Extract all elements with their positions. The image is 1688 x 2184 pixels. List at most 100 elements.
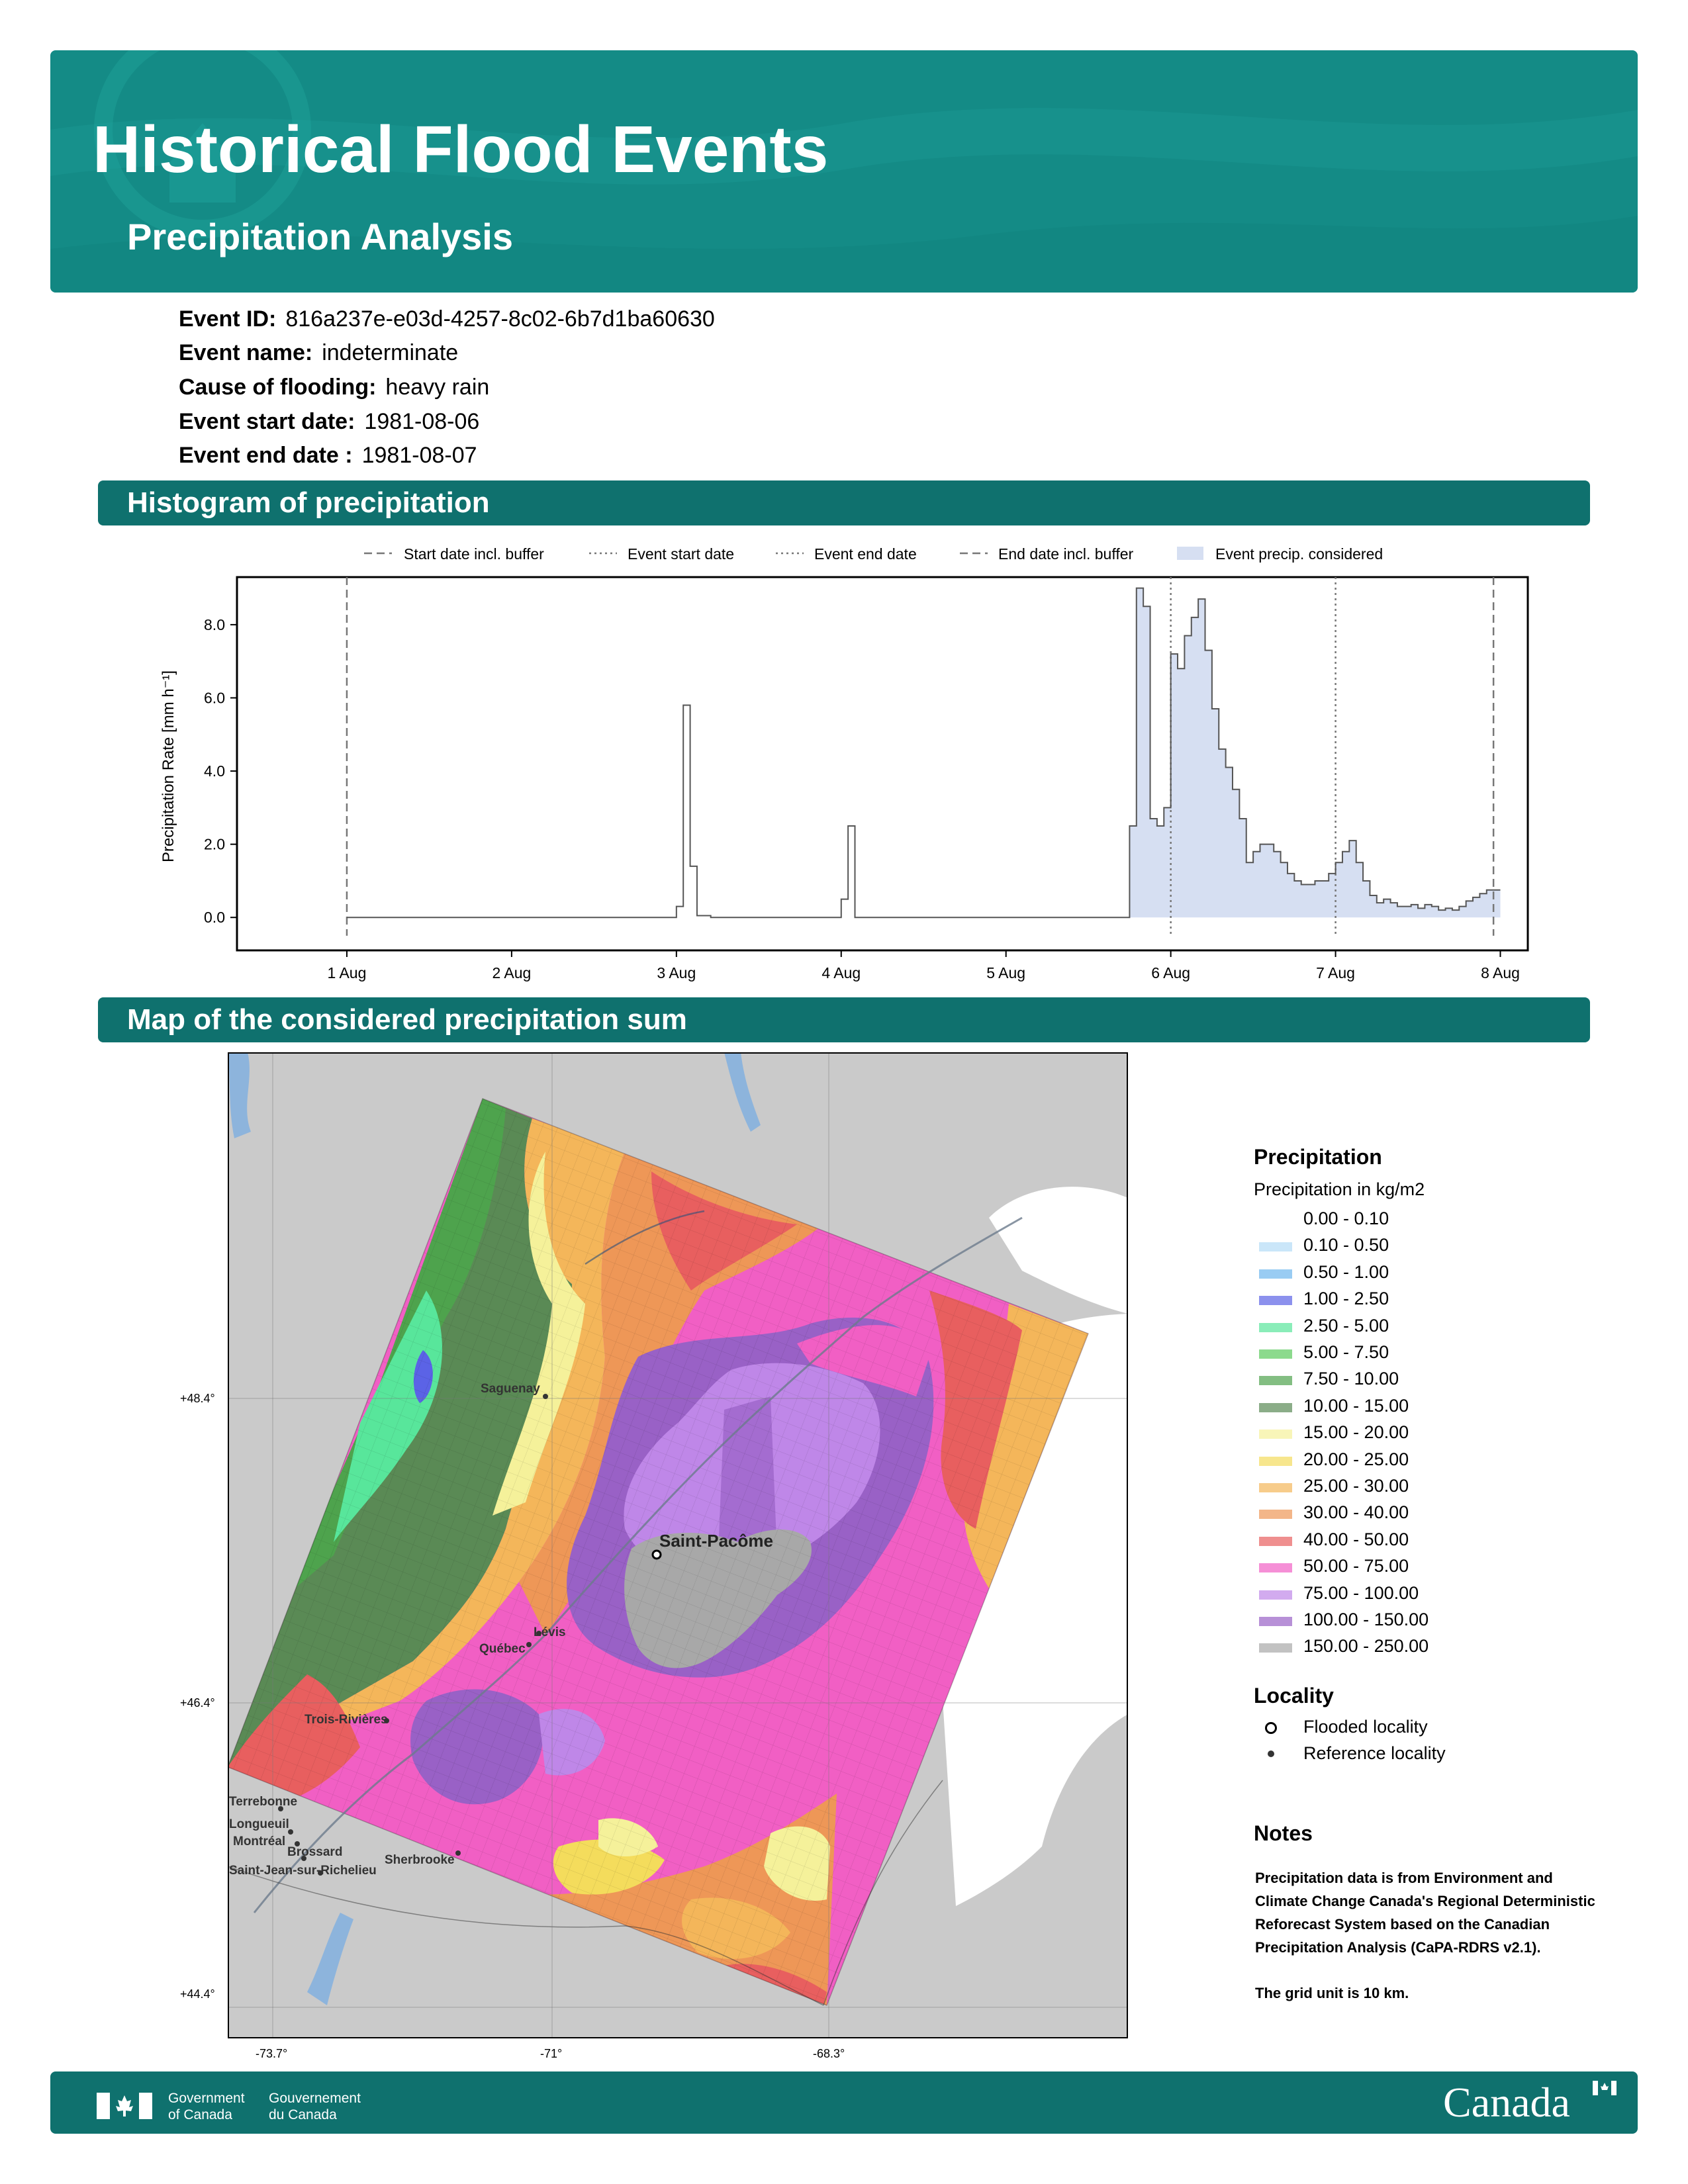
legend-swatch <box>1259 1269 1292 1279</box>
histogram-bars <box>346 587 1501 919</box>
trois-rivieres-marker[interactable] <box>384 1718 389 1723</box>
event-id-value: 816a237e-e03d-4257-8c02-6b7d1ba60630 <box>285 306 715 332</box>
date-markers <box>346 577 1495 936</box>
label-terrebonne: Terrebonne <box>229 1795 297 1809</box>
section-map-title: Map of the considered precipitation sum <box>127 1003 687 1036</box>
page-subtitle: Precipitation Analysis <box>127 216 513 257</box>
legend-swatch <box>1259 1216 1292 1225</box>
us-border <box>228 1866 824 2006</box>
precip-histogram-chart: Start date incl. buffer Event start date… <box>160 545 1529 981</box>
legend-swatch <box>1259 1242 1292 1252</box>
longueuil-marker[interactable] <box>288 1829 293 1835</box>
legend-subtitle: Precipitation in kg/m2 <box>1254 1179 1425 1199</box>
legend-swatch <box>1259 1430 1292 1439</box>
gov-fr-line1: Gouvernement <box>269 2091 361 2106</box>
label-longueuil: Longueuil <box>229 1817 289 1831</box>
legend-swatch <box>1259 1483 1292 1492</box>
y-tick-label: 0.0 <box>204 909 225 926</box>
levis-marker[interactable] <box>536 1631 541 1636</box>
map-frame <box>228 1052 1128 2038</box>
legend-swatch <box>1259 1643 1292 1653</box>
event-cause-row: Cause of flooding: heavy rain <box>179 376 489 398</box>
legend-class-label: 50.00 - 75.00 <box>1303 1556 1409 1576</box>
section-map-header: Map of the considered precipitation sum <box>98 997 1590 1042</box>
label-trois-rivieres: Trois-Rivières <box>305 1713 388 1727</box>
label-quebec: Québec <box>479 1642 526 1656</box>
considered-fill <box>1129 588 1501 918</box>
legend-swatch <box>1259 1376 1292 1386</box>
locality-reference-label: Reference locality <box>1303 1743 1446 1763</box>
saint-jean-marker[interactable] <box>318 1870 323 1876</box>
gov-en-line2: of Canada <box>168 2107 232 2123</box>
legend-class-label: 5.00 - 7.50 <box>1303 1342 1389 1362</box>
sherbrooke-marker[interactable] <box>455 1850 461 1856</box>
saguenay-river <box>585 1210 705 1265</box>
x-tick-label: 6 Aug <box>1151 964 1190 981</box>
legend-class-label: 40.00 - 50.00 <box>1303 1529 1409 1549</box>
montreal-marker[interactable] <box>295 1841 300 1846</box>
legend-swatch <box>1259 1536 1292 1546</box>
y-tick-label: 6.0 <box>204 689 225 706</box>
event-id-label: Event ID: <box>179 306 277 332</box>
reference-locality-icon <box>1268 1751 1274 1757</box>
canada-flag-icon <box>97 2093 152 2119</box>
flooded-locality-marker[interactable] <box>651 1549 662 1560</box>
event-end-row: Event end date : 1981-08-07 <box>179 444 477 467</box>
x-tick-label: 3 Aug <box>657 964 696 981</box>
legend-class-label: 7.50 - 10.00 <box>1303 1369 1399 1389</box>
event-start-value: 1981-08-06 <box>364 409 480 434</box>
saguenay-marker[interactable] <box>543 1394 548 1399</box>
label-montreal: Montréal <box>233 1835 285 1848</box>
st-lawrence-river <box>253 1216 1023 1913</box>
y-tick-label: 4.0 <box>204 762 225 780</box>
notes-paragraph-1: Precipitation data is from Environment a… <box>1255 1870 1595 1956</box>
terrebonne-marker[interactable] <box>278 1806 283 1811</box>
gov-fr-line2: du Canada <box>269 2107 337 2123</box>
legend-class-label: 100.00 - 150.00 <box>1303 1610 1429 1629</box>
x-tick-label: 8 Aug <box>1481 964 1520 981</box>
legend-class-label: 150.00 - 250.00 <box>1303 1636 1429 1657</box>
label-saint-pacome: Saint-Pacôme <box>659 1531 773 1551</box>
legend-class-label: 30.00 - 40.00 <box>1303 1502 1409 1523</box>
footer-banner: Government of Canada Gouvernement du Can… <box>50 2071 1638 2134</box>
section-histogram-header: Histogram of precipitation <box>98 480 1590 525</box>
x-tick-label: 4 Aug <box>821 964 861 981</box>
legend-end-buffer: End date incl. buffer <box>998 545 1133 563</box>
lat-tick-2: +46.4° <box>180 1696 215 1709</box>
legend-title: Precipitation <box>1254 1145 1382 1169</box>
lake-nw <box>228 1052 251 1138</box>
nb-border <box>823 1780 943 2006</box>
legend-swatch <box>1259 1322 1292 1332</box>
section-histogram-title: Histogram of precipitation <box>127 486 490 519</box>
event-id-row: Event ID: 816a237e-e03d-4257-8c02-6b7d1ba… <box>179 308 715 330</box>
brossard-marker[interactable] <box>301 1856 306 1861</box>
legend-class-label: 75.00 - 100.00 <box>1303 1582 1419 1603</box>
y-tick-label: 2.0 <box>204 836 225 853</box>
x-tick-label: 1 Aug <box>328 964 367 981</box>
event-name-value: indeterminate <box>322 340 459 365</box>
gov-en: Government of Canada <box>168 2090 245 2123</box>
quebec-marker[interactable] <box>526 1642 532 1647</box>
legend-event-end: Event end date <box>814 545 917 563</box>
legend-start-buffer: Start date incl. buffer <box>404 545 544 563</box>
precip-map[interactable]: Saint-Pacôme Saguenay Lévis Québec Trois… <box>228 1052 1128 2038</box>
legend-class-label: 0.50 - 1.00 <box>1303 1261 1389 1282</box>
legend-swatch <box>1259 1590 1292 1600</box>
bay-water <box>989 1187 1128 1314</box>
gov-en-line1: Government <box>168 2091 245 2106</box>
x-tick-label: 7 Aug <box>1316 964 1355 981</box>
notes-title: Notes <box>1254 1821 1313 1845</box>
header-wave-decoration <box>50 50 1638 293</box>
considered-area <box>1129 588 1501 918</box>
lon-tick-1: -73.7° <box>256 2047 288 2060</box>
lake-champlain <box>307 1913 353 2005</box>
y-axis-label: Precipitation Rate [mm h⁻¹] <box>160 670 177 862</box>
locality-flooded-label: Flooded locality <box>1303 1717 1428 1737</box>
label-saint-jean: Saint-Jean-sur-Richelieu <box>229 1864 377 1878</box>
legend-class-label: 10.00 - 15.00 <box>1303 1395 1409 1416</box>
event-cause-value: heavy rain <box>385 375 490 400</box>
page-title: Historical Flood Events <box>93 113 829 187</box>
chart-axes: 1 Aug 2 Aug 3 Aug 4 Aug 5 Aug 6 Aug 7 Aug 8 Aug… <box>204 616 1520 981</box>
legend-swatch <box>1259 1296 1292 1306</box>
locality-title: Locality <box>1254 1684 1334 1707</box>
